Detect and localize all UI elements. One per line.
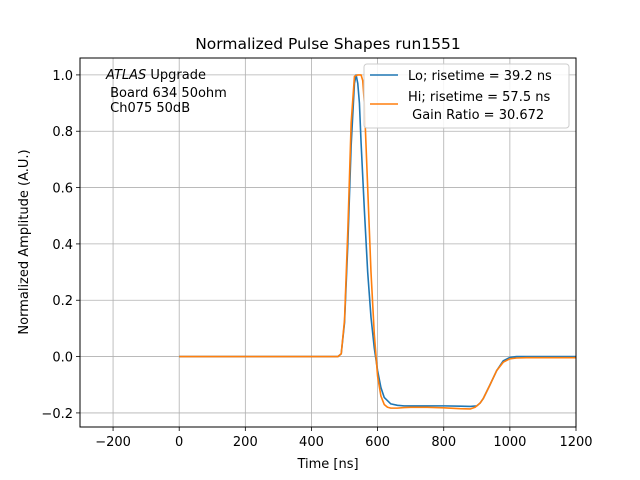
y-tick-label: −0.2 [41, 407, 73, 422]
y-tick-label: 1.0 [52, 69, 73, 84]
legend-label-gain-ratio: Gain Ratio = 30.672 [408, 108, 544, 123]
annotation-upgrade: Upgrade [146, 68, 206, 83]
x-tick-label: 0 [175, 435, 183, 450]
x-tick-label: 1200 [559, 435, 592, 450]
x-tick-label: 800 [431, 435, 456, 450]
x-tick-label: 400 [299, 435, 324, 450]
annotation-line-3: Ch075 50dB [106, 101, 190, 116]
annotation-atlas: ATLAS [105, 68, 146, 83]
y-tick-label: 0.2 [52, 294, 73, 309]
y-axis-ticks: −0.2 0.0 0.2 0.4 0.6 0.8 1.0 [41, 69, 80, 422]
x-tick-label: 200 [233, 435, 258, 450]
x-axis-ticks: −200 0 200 400 600 800 1000 1200 [95, 427, 593, 450]
atlas-annotation: ATLAS Upgrade Board 634 50ohm Ch075 50dB [105, 68, 227, 116]
y-axis-label: Normalized Amplitude (A.U.) [17, 149, 32, 334]
legend-label-lo: Lo; risetime = 39.2 ns [408, 69, 552, 84]
y-tick-label: 0.4 [52, 238, 73, 253]
x-tick-label: 1000 [493, 435, 526, 450]
annotation-line-2: Board 634 50ohm [106, 86, 227, 101]
y-tick-label: 0.0 [52, 351, 73, 366]
x-tick-label: −200 [95, 435, 131, 450]
annotation-line-1: ATLAS Upgrade [105, 68, 206, 83]
y-tick-label: 0.6 [52, 182, 73, 197]
series-line-hi [179, 74, 576, 410]
x-axis-label: Time [ns] [296, 457, 358, 472]
series-layer [179, 74, 576, 410]
x-tick-label: 600 [365, 435, 390, 450]
legend: Lo; risetime = 39.2 ns Hi; risetime = 57… [363, 63, 570, 129]
chart-title: Normalized Pulse Shapes run1551 [195, 35, 461, 53]
legend-box [363, 63, 570, 129]
legend-label-hi: Hi; risetime = 57.5 ns [408, 90, 550, 105]
axes-frame [79, 57, 577, 428]
y-tick-label: 0.8 [52, 125, 73, 140]
